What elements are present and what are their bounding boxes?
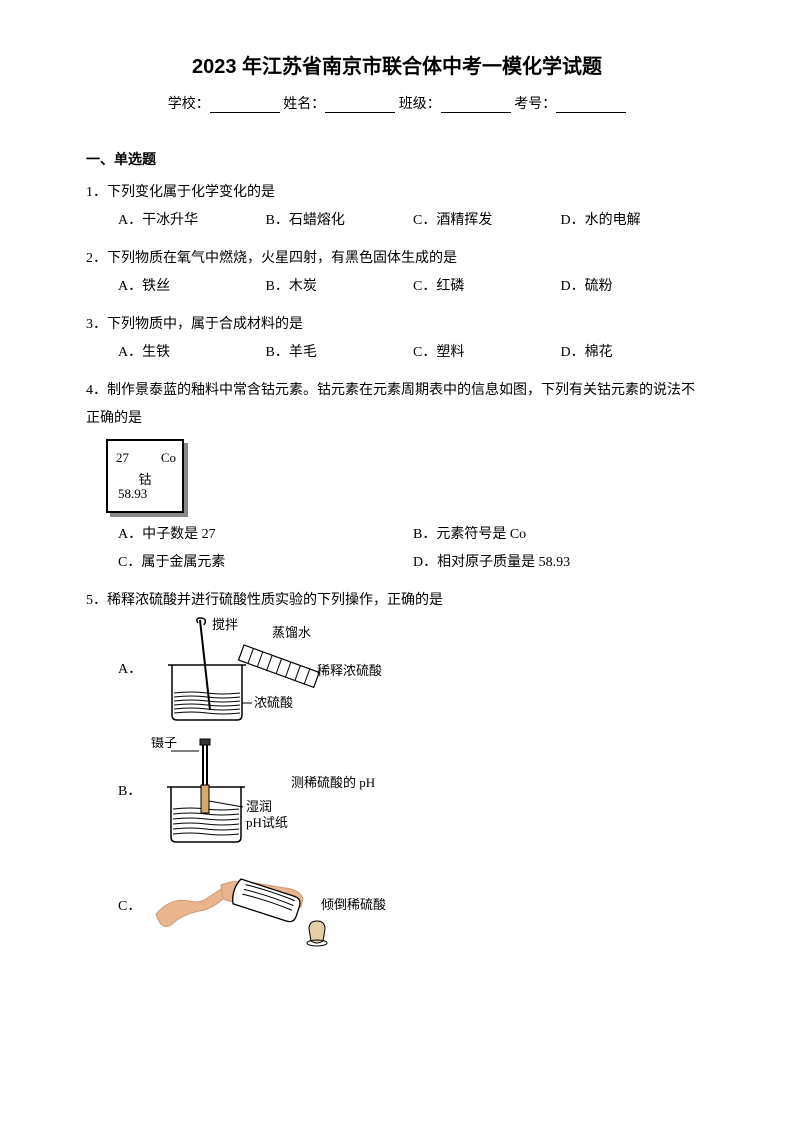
- diagram-ph-test: 镊子 测稀硫酸的 pH 湿润 pH试纸: [151, 737, 411, 847]
- element-cobalt-box: 27 Co 钴 58.93: [106, 439, 184, 513]
- question-3: 3．下列物质中，属于合成材料的是 A．生铁 B．羊毛 C．塑料 D．棉花: [86, 311, 708, 367]
- label-stir: 搅拌: [212, 617, 238, 632]
- q4-choice-c[interactable]: C．属于金属元素: [118, 549, 413, 577]
- q5-a-letter: A．: [118, 656, 142, 684]
- q4-choice-a[interactable]: A．中子数是 27: [118, 521, 413, 549]
- blank-number[interactable]: [556, 96, 626, 113]
- q3-choice-b[interactable]: B．羊毛: [266, 339, 414, 367]
- q3-stem: 3．下列物质中，属于合成材料的是: [86, 311, 708, 339]
- q2-choice-c[interactable]: C．红磷: [413, 273, 561, 301]
- page-title: 2023 年江苏省南京市联合体中考一模化学试题: [86, 50, 708, 79]
- blank-class[interactable]: [441, 96, 511, 113]
- q2-choice-a[interactable]: A．铁丝: [118, 273, 266, 301]
- q1-stem: 1．下列变化属于化学变化的是: [86, 179, 708, 207]
- label-class: 班级：: [399, 97, 441, 112]
- diagram-dilute-acid: 搅拌 蒸馏水 稀释浓硫酸 浓硫酸: [152, 615, 382, 725]
- question-1: 1．下列变化属于化学变化的是 A．干冰升华 B．石蜡熔化 C．酒精挥发 D．水的…: [86, 179, 708, 235]
- label-paper: pH试纸: [246, 815, 288, 830]
- q3-choice-a[interactable]: A．生铁: [118, 339, 266, 367]
- q1-choice-d[interactable]: D．水的电解: [561, 207, 709, 235]
- element-mass: 58.93: [118, 481, 147, 507]
- diagram-pour-acid: 倾倒稀硫酸: [151, 859, 411, 954]
- label-tweezer: 镊子: [151, 737, 177, 750]
- student-info-line: 学校： 姓名： 班级： 考号：: [86, 93, 708, 113]
- q5-stem: 5．稀释浓硫酸并进行硫酸性质实验的下列操作，正确的是: [86, 587, 708, 615]
- q2-stem: 2．下列物质在氧气中燃烧，火星四射，有黑色固体生成的是: [86, 245, 708, 273]
- blank-school[interactable]: [210, 96, 280, 113]
- label-dilute: 稀释浓硫酸: [317, 663, 382, 678]
- q4-stem: 4．制作景泰蓝的釉料中常含钴元素。钴元素在元素周期表中的信息如图，下列有关钴元素…: [86, 377, 708, 433]
- q5-choice-b[interactable]: B． 镊子 测稀硫酸的 pH 湿润 pH试纸: [86, 737, 708, 847]
- section-header-1: 一、单选题: [86, 149, 708, 169]
- label-name: 姓名：: [283, 97, 325, 112]
- q5-choice-c[interactable]: C． 倾倒稀硫酸: [86, 859, 708, 954]
- q5-choice-a[interactable]: A． 搅拌 蒸馏水: [86, 615, 708, 725]
- question-5: 5．稀释浓硫酸并进行硫酸性质实验的下列操作，正确的是 A．: [86, 587, 708, 954]
- q3-choice-c[interactable]: C．塑料: [413, 339, 561, 367]
- q5-c-letter: C．: [118, 893, 141, 921]
- q4-choice-d[interactable]: D．相对原子质量是 58.93: [413, 549, 708, 577]
- label-conc: 浓硫酸: [254, 695, 293, 710]
- question-4: 4．制作景泰蓝的釉料中常含钴元素。钴元素在元素周期表中的信息如图，下列有关钴元素…: [86, 377, 708, 577]
- blank-name[interactable]: [325, 96, 395, 113]
- q5-b-letter: B．: [118, 778, 141, 806]
- label-water: 蒸馏水: [272, 625, 311, 640]
- label-school: 学校：: [168, 97, 210, 112]
- q1-choice-a[interactable]: A．干冰升华: [118, 207, 266, 235]
- q1-choice-c[interactable]: C．酒精挥发: [413, 207, 561, 235]
- q4-choice-b[interactable]: B．元素符号是 Co: [413, 521, 708, 549]
- label-number: 考号：: [514, 97, 556, 112]
- q3-choice-d[interactable]: D．棉花: [561, 339, 709, 367]
- label-pour: 倾倒稀硫酸: [321, 897, 386, 912]
- q1-choice-b[interactable]: B．石蜡熔化: [266, 207, 414, 235]
- q2-choice-d[interactable]: D．硫粉: [561, 273, 709, 301]
- label-ph: 测稀硫酸的 pH: [291, 775, 375, 790]
- label-wet: 湿润: [246, 799, 272, 814]
- question-2: 2．下列物质在氧气中燃烧，火星四射，有黑色固体生成的是 A．铁丝 B．木炭 C．…: [86, 245, 708, 301]
- q2-choice-b[interactable]: B．木炭: [266, 273, 414, 301]
